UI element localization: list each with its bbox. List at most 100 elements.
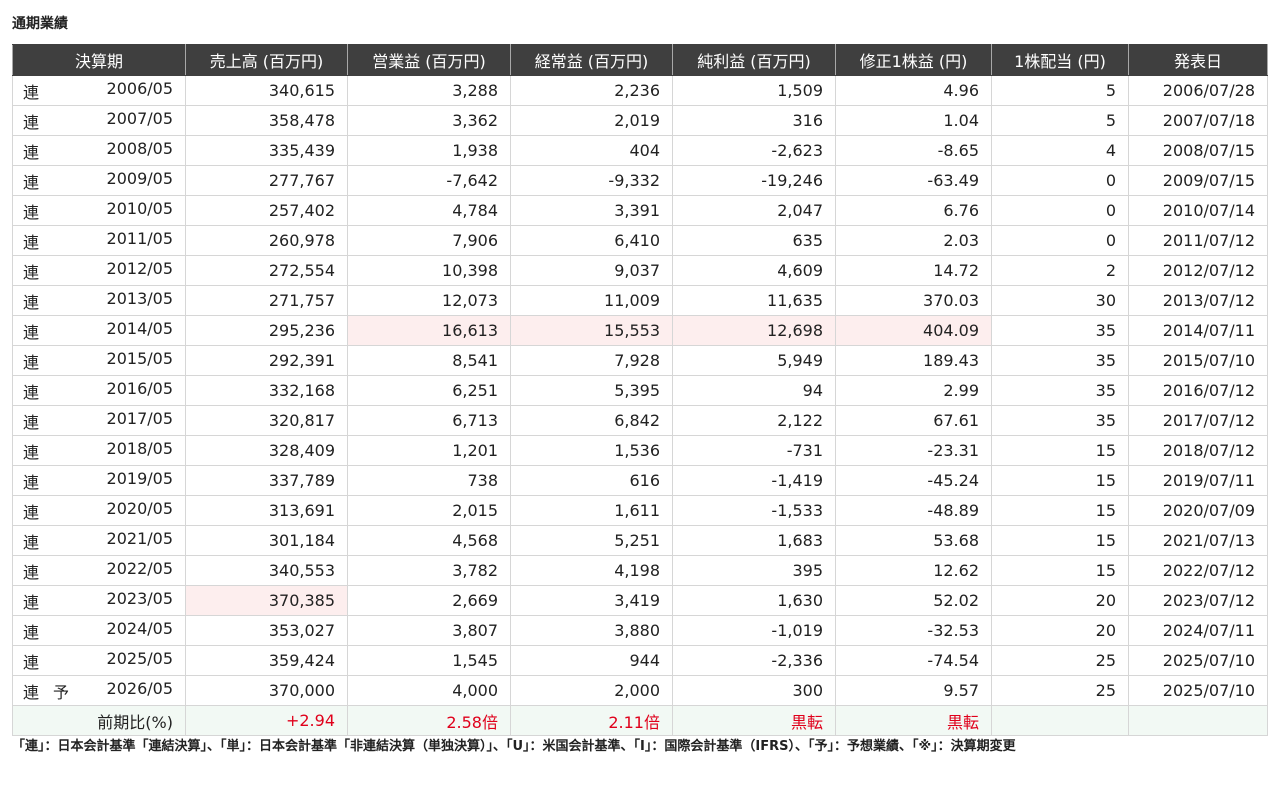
dividend-cell: 0 [991, 195, 1129, 226]
operating-profit-cell: 1,938 [347, 135, 511, 166]
operating-profit-cell: 16,613 [347, 315, 511, 346]
dividend-cell: 2 [991, 255, 1129, 286]
ordinary-profit-cell: -9,332 [510, 165, 673, 196]
eps-cell: 67.61 [835, 405, 992, 436]
announce-date-cell: 2017/07/12 [1128, 405, 1268, 436]
earnings-table: 決算期 売上高 (百万円) 営業益 (百万円) 経常益 (百万円) 純利益 (百… [12, 44, 1268, 736]
table-header-row: 決算期 売上高 (百万円) 営業益 (百万円) 経常益 (百万円) 純利益 (百… [12, 44, 1268, 76]
net-profit-cell: 1,509 [672, 75, 836, 106]
period-label: 2013/05 [106, 288, 173, 308]
announce-date-cell: 2014/07/11 [1128, 315, 1268, 346]
period-label: 2009/05 [106, 168, 173, 188]
period-label: 2025/05 [106, 648, 173, 668]
accounting-type-label: 連 [22, 82, 39, 102]
period-label: 2019/05 [106, 468, 173, 488]
period-cell: 連 2012/05 [12, 255, 186, 286]
yoy-ordinary-profit-cell: 2.11倍 [510, 705, 673, 736]
dividend-cell: 20 [991, 615, 1129, 646]
period-cell: 連 2025/05 [12, 645, 186, 676]
period-label: 2023/05 [106, 588, 173, 608]
table-row: 連 2012/05 272,554 10,398 9,037 4,609 14.72 2 201… [12, 255, 1268, 286]
accounting-type-label: 連 [22, 652, 39, 672]
accounting-type-label: 連 [22, 202, 39, 222]
accounting-type-label: 連 [22, 292, 39, 312]
dividend-cell: 35 [991, 315, 1129, 346]
yoy-eps-cell: 黒転 [835, 705, 992, 736]
period-cell: 連 2018/05 [12, 435, 186, 466]
table-row: 連 2006/05 340,615 3,288 2,236 1,509 4.96 5 2006/… [12, 75, 1268, 106]
table-row: 連 2016/05 332,168 6,251 5,395 94 2.99 35 2016/07… [12, 375, 1268, 406]
dividend-cell: 5 [991, 75, 1129, 106]
col-header-sales: 売上高 (百万円) [185, 44, 348, 76]
table-row: 連 2021/05 301,184 4,568 5,251 1,683 53.68 15 202… [12, 525, 1268, 556]
accounting-type-label: 連 [22, 532, 39, 552]
operating-profit-cell: 738 [347, 465, 511, 496]
net-profit-cell: -2,336 [672, 645, 836, 676]
sales-cell: 332,168 [185, 375, 348, 406]
announce-date-cell: 2021/07/13 [1128, 525, 1268, 556]
net-profit-cell: 395 [672, 555, 836, 586]
dividend-cell: 15 [991, 525, 1129, 556]
period-label: 2011/05 [106, 228, 173, 248]
yoy-operating-profit-cell: 2.58倍 [347, 705, 511, 736]
sales-cell: 260,978 [185, 225, 348, 256]
sales-cell: 359,424 [185, 645, 348, 676]
eps-cell: 14.72 [835, 255, 992, 286]
yoy-ratio-label: 前期比(%) [12, 705, 186, 736]
table-row: 連 2024/05 353,027 3,807 3,880 -1,019 -32.53 20 2… [12, 615, 1268, 646]
eps-cell: 4.96 [835, 75, 992, 106]
operating-profit-cell: 4,568 [347, 525, 511, 556]
period-label: 2006/05 [106, 78, 173, 98]
dividend-cell: 25 [991, 645, 1129, 676]
announce-date-cell: 2012/07/12 [1128, 255, 1268, 286]
ordinary-profit-cell: 1,611 [510, 495, 673, 526]
sales-cell: 337,789 [185, 465, 348, 496]
ordinary-profit-cell: 616 [510, 465, 673, 496]
eps-cell: 6.76 [835, 195, 992, 226]
section-title: 通期業績 [12, 16, 68, 32]
table-row: 連 2015/05 292,391 8,541 7,928 5,949 189.43 35 20… [12, 345, 1268, 376]
col-header-ordinary-profit: 経常益 (百万円) [510, 44, 673, 76]
period-cell: 連 2016/05 [12, 375, 186, 406]
period-label: 2022/05 [106, 558, 173, 578]
operating-profit-cell: 12,073 [347, 285, 511, 316]
period-label: 2016/05 [106, 378, 173, 398]
ordinary-profit-cell: 11,009 [510, 285, 673, 316]
announce-date-cell: 2009/07/15 [1128, 165, 1268, 196]
sales-cell: 353,027 [185, 615, 348, 646]
period-cell: 連 2007/05 [12, 105, 186, 136]
period-cell: 連 2006/05 [12, 75, 186, 106]
eps-cell: -8.65 [835, 135, 992, 166]
ordinary-profit-cell: 1,536 [510, 435, 673, 466]
operating-profit-cell: 2,669 [347, 585, 511, 616]
net-profit-cell: 635 [672, 225, 836, 256]
dividend-cell: 35 [991, 345, 1129, 376]
accounting-type-label: 連 [22, 322, 39, 342]
accounting-type-label: 連 [22, 172, 39, 192]
table-row: 連 2019/05 337,789 738 616 -1,419 -45.24 15 2019/… [12, 465, 1268, 496]
dividend-cell: 15 [991, 555, 1129, 586]
accounting-type-label: 連 [22, 502, 39, 522]
accounting-type-label: 連 [22, 112, 39, 132]
accounting-type-label: 連 [22, 382, 39, 402]
dividend-cell: 0 [991, 165, 1129, 196]
eps-cell: 9.57 [835, 675, 992, 706]
period-cell: 連 2009/05 [12, 165, 186, 196]
table-row: 連 2022/05 340,553 3,782 4,198 395 12.62 15 2022/… [12, 555, 1268, 586]
period-cell: 連 2014/05 [12, 315, 186, 346]
ordinary-profit-cell: 2,019 [510, 105, 673, 136]
eps-cell: -74.54 [835, 645, 992, 676]
sales-cell: 335,439 [185, 135, 348, 166]
ordinary-profit-cell: 944 [510, 645, 673, 676]
announce-date-cell: 2013/07/12 [1128, 285, 1268, 316]
period-cell: 連 2023/05 [12, 585, 186, 616]
sales-cell: 320,817 [185, 405, 348, 436]
net-profit-cell: 2,047 [672, 195, 836, 226]
net-profit-cell: 94 [672, 375, 836, 406]
dividend-cell: 15 [991, 435, 1129, 466]
period-cell: 連 2022/05 [12, 555, 186, 586]
ordinary-profit-cell: 3,391 [510, 195, 673, 226]
sales-cell: 370,385 [185, 585, 348, 616]
eps-cell: -23.31 [835, 435, 992, 466]
